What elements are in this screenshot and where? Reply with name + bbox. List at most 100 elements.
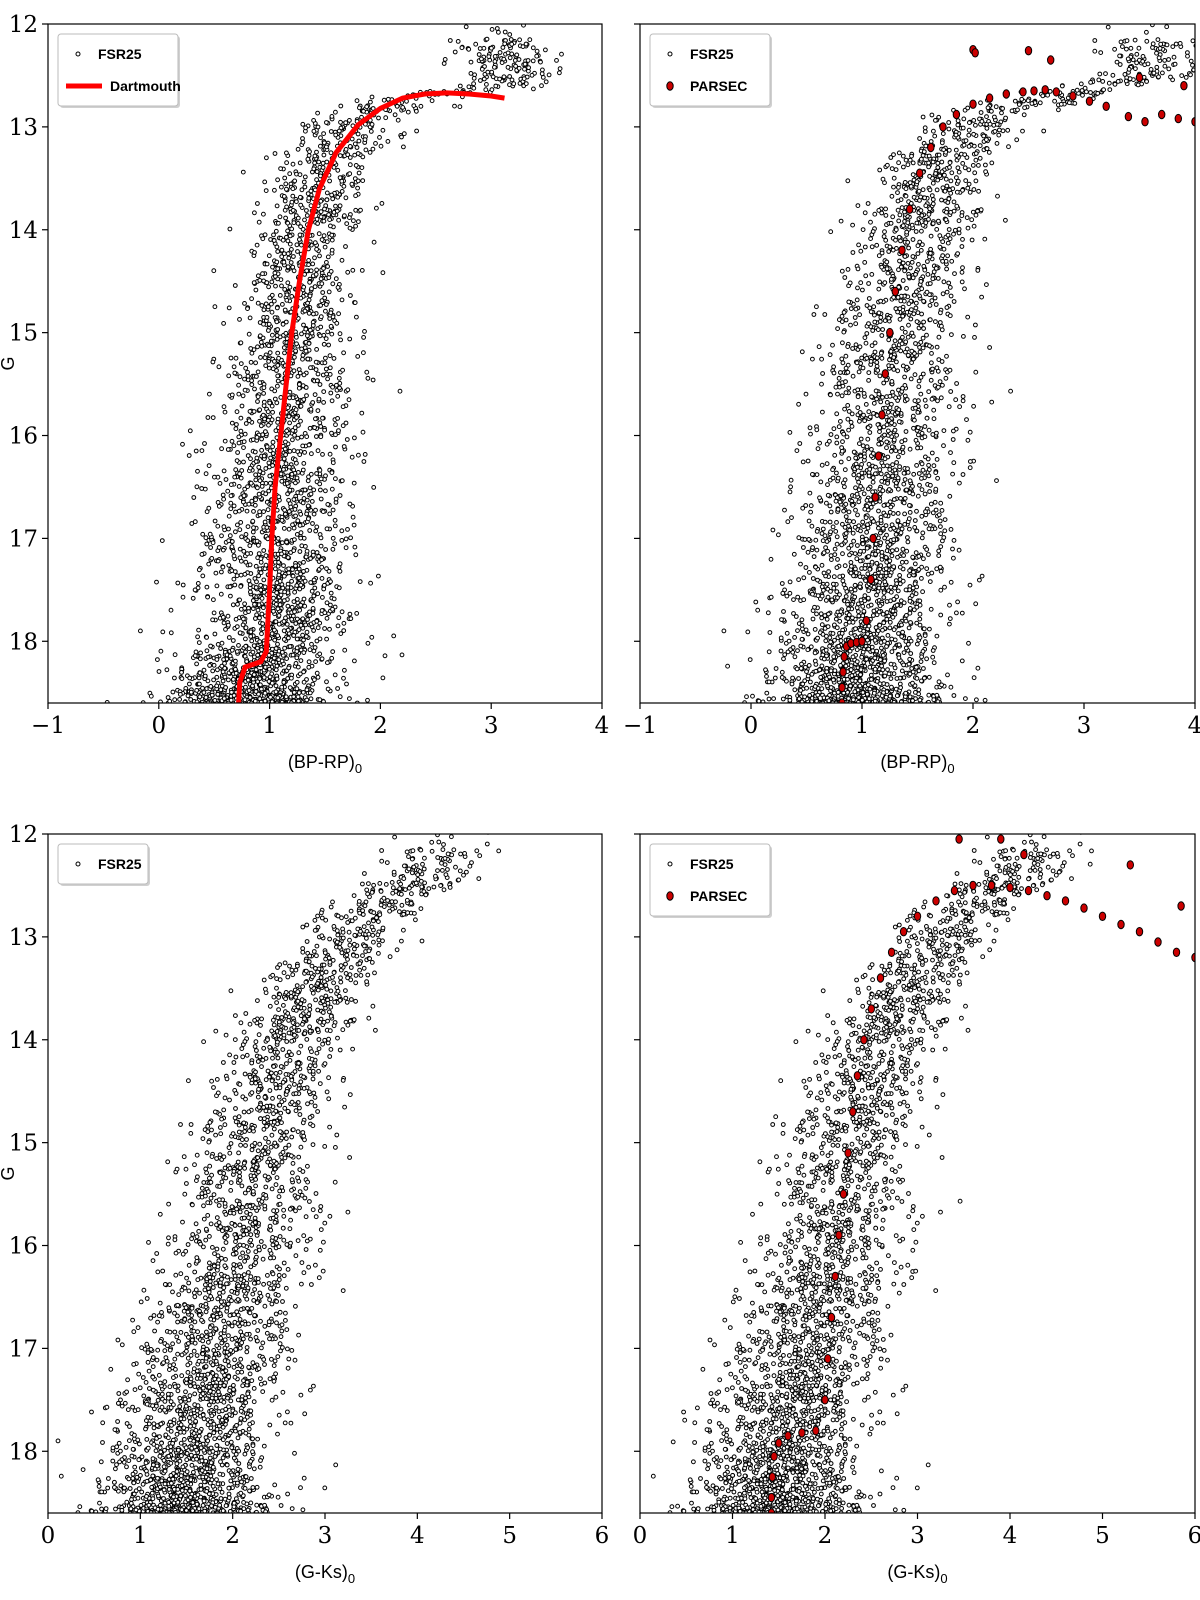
data-point bbox=[855, 266, 861, 272]
data-point bbox=[270, 463, 276, 468]
data-point bbox=[311, 166, 317, 172]
data-point bbox=[912, 561, 918, 567]
data-point bbox=[345, 269, 351, 275]
data-point bbox=[856, 499, 862, 505]
data-point bbox=[337, 385, 342, 391]
data-point bbox=[919, 654, 924, 660]
data-point bbox=[810, 576, 816, 581]
data-point bbox=[895, 190, 900, 196]
data-point bbox=[250, 649, 256, 655]
data-point bbox=[866, 281, 871, 286]
data-point bbox=[339, 609, 345, 615]
data-point bbox=[920, 345, 926, 351]
data-point bbox=[262, 416, 268, 422]
data-point bbox=[343, 244, 348, 249]
data-point bbox=[847, 280, 853, 286]
data-point bbox=[204, 648, 210, 654]
data-point bbox=[302, 184, 308, 190]
data-point bbox=[323, 547, 329, 552]
data-point bbox=[295, 215, 301, 221]
data-point bbox=[290, 208, 296, 213]
data-point bbox=[522, 66, 527, 72]
data-point bbox=[974, 697, 979, 703]
data-point bbox=[306, 341, 312, 346]
data-point bbox=[835, 595, 840, 600]
data-point bbox=[324, 120, 329, 125]
data-point bbox=[789, 515, 794, 520]
data-point bbox=[883, 206, 888, 212]
data-point bbox=[315, 221, 321, 226]
data-point bbox=[332, 517, 338, 523]
data-point bbox=[907, 503, 912, 508]
data-point bbox=[291, 220, 297, 226]
data-point bbox=[284, 204, 290, 210]
data-point bbox=[255, 652, 261, 658]
data-point bbox=[325, 660, 330, 666]
data-point bbox=[314, 149, 319, 155]
data-point bbox=[459, 45, 465, 51]
data-point bbox=[237, 546, 243, 552]
data-point bbox=[915, 445, 920, 451]
data-point bbox=[266, 253, 272, 259]
data-point bbox=[442, 57, 448, 62]
data-point bbox=[323, 336, 329, 342]
data-point bbox=[230, 602, 236, 608]
data-point bbox=[361, 350, 366, 356]
data-point bbox=[805, 631, 811, 637]
data-point bbox=[192, 587, 198, 593]
data-point bbox=[338, 337, 344, 343]
data-point bbox=[361, 108, 366, 114]
data-point bbox=[256, 551, 262, 556]
data-point bbox=[778, 635, 784, 641]
data-point bbox=[945, 240, 951, 246]
data-point bbox=[914, 463, 919, 468]
data-point bbox=[934, 633, 940, 639]
data-point bbox=[247, 562, 253, 568]
data-point bbox=[276, 613, 282, 618]
data-point bbox=[819, 622, 825, 628]
data-point bbox=[843, 317, 849, 323]
data-point bbox=[212, 474, 217, 480]
data-point bbox=[300, 356, 305, 362]
data-point bbox=[846, 545, 852, 551]
data-point bbox=[335, 623, 341, 629]
data-point bbox=[1134, 51, 1140, 57]
data-point bbox=[214, 583, 220, 589]
data-point bbox=[825, 594, 831, 600]
data-point bbox=[857, 410, 863, 415]
data-point bbox=[322, 626, 328, 631]
data-point bbox=[290, 161, 296, 167]
data-point bbox=[241, 616, 246, 622]
data-point bbox=[252, 210, 257, 216]
data-point bbox=[229, 544, 235, 550]
data-point bbox=[489, 45, 494, 51]
data-point bbox=[214, 674, 220, 680]
data-point bbox=[329, 430, 334, 436]
data-point bbox=[298, 658, 304, 663]
data-point bbox=[310, 598, 315, 604]
data-point bbox=[259, 447, 265, 453]
data-point bbox=[557, 66, 563, 71]
data-point bbox=[929, 351, 934, 356]
data-point bbox=[257, 380, 263, 386]
data-point bbox=[284, 297, 290, 303]
data-point bbox=[270, 439, 276, 445]
data-point bbox=[374, 205, 379, 211]
data-point bbox=[348, 616, 354, 621]
data-point bbox=[304, 629, 310, 635]
data-point bbox=[766, 679, 772, 685]
data-point bbox=[926, 552, 931, 557]
data-point bbox=[875, 327, 881, 333]
data-point bbox=[832, 637, 837, 643]
data-point bbox=[926, 692, 932, 698]
data-point bbox=[305, 503, 311, 509]
data-point bbox=[256, 491, 262, 497]
data-point bbox=[883, 405, 889, 411]
data-point bbox=[292, 432, 297, 438]
data-point bbox=[185, 693, 191, 699]
data-point bbox=[301, 569, 306, 574]
x-tick-label: 3 bbox=[484, 713, 499, 739]
data-point bbox=[274, 319, 280, 325]
data-point bbox=[290, 652, 296, 658]
data-point bbox=[281, 456, 287, 462]
